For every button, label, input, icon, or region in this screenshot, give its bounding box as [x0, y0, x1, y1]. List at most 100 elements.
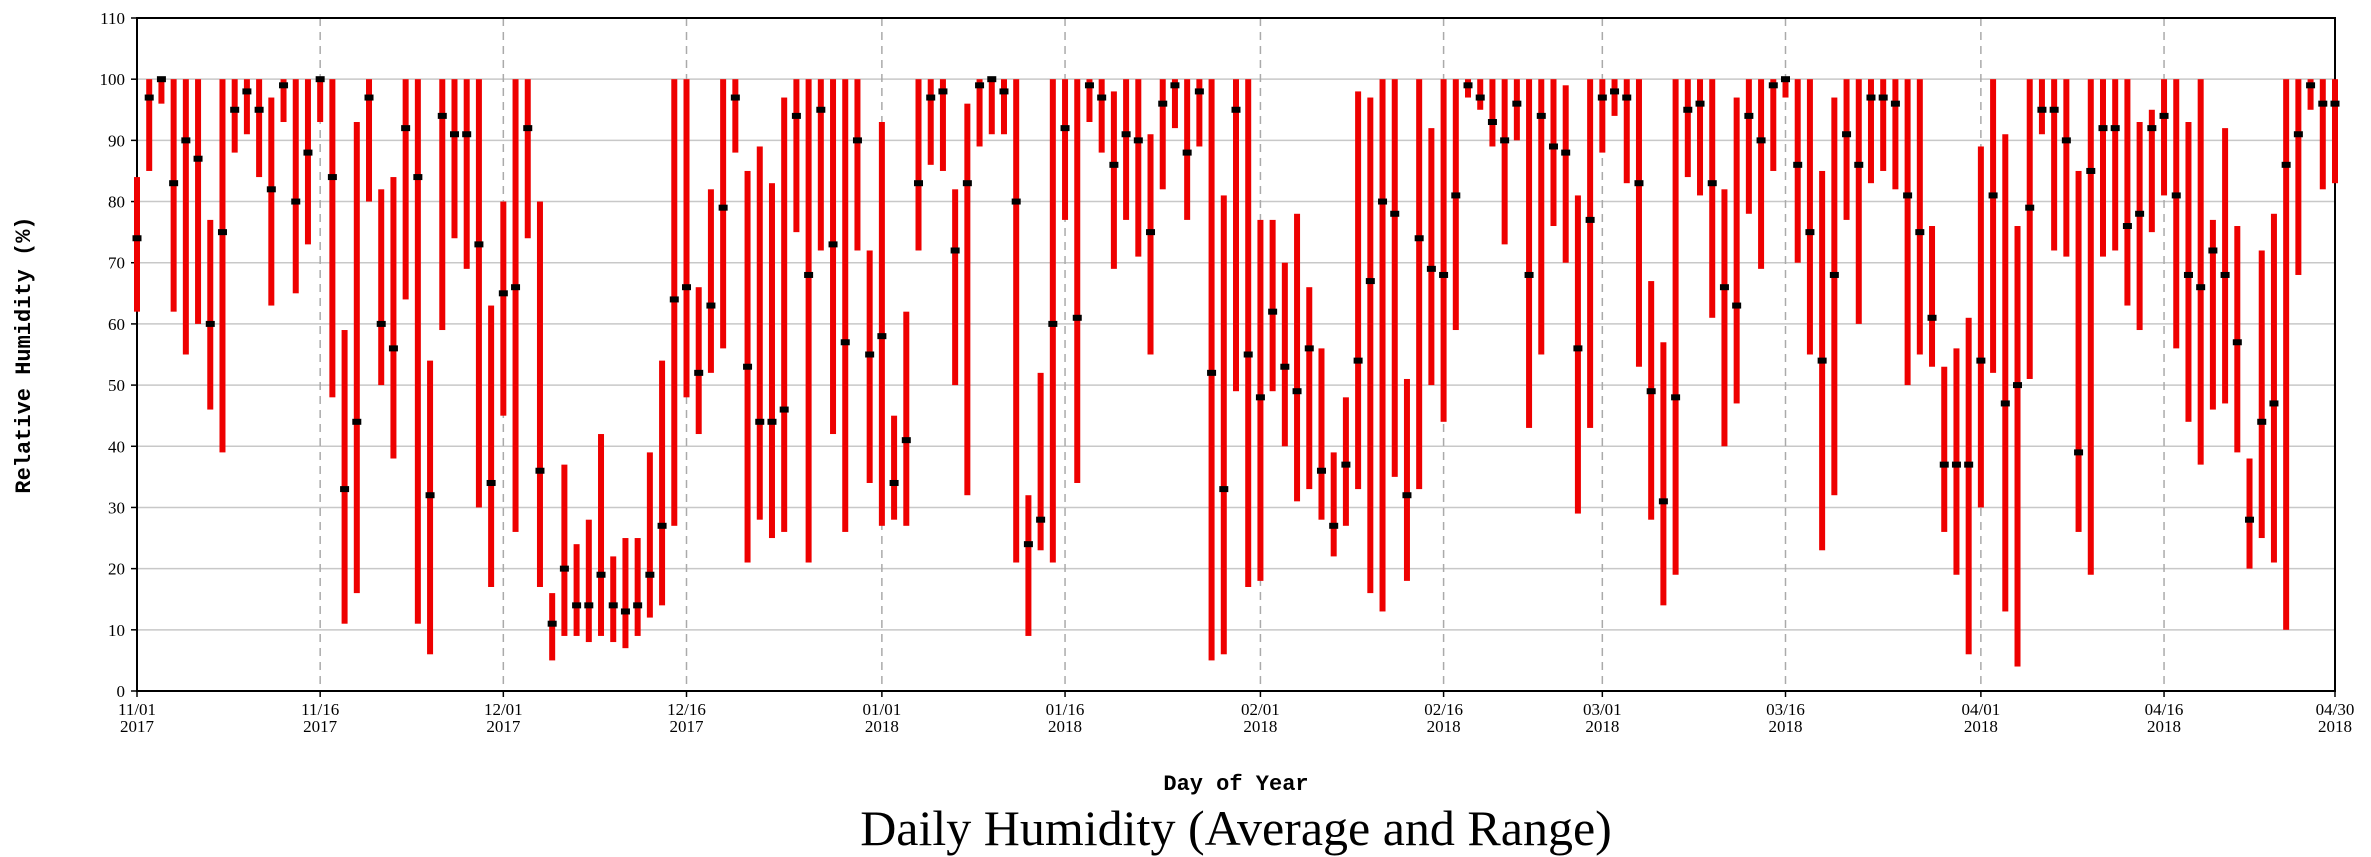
range-bar	[1806, 79, 1813, 355]
range-bar	[1550, 79, 1557, 227]
average-marker	[1927, 314, 1937, 321]
range-bar	[329, 79, 336, 398]
average-marker	[657, 522, 667, 529]
average-marker	[2306, 82, 2316, 89]
range-bar	[1599, 79, 1606, 153]
average-marker	[352, 418, 362, 425]
average-marker	[840, 339, 850, 346]
average-marker	[1561, 149, 1571, 156]
average-marker	[1964, 461, 1974, 468]
x-tick-label: 02/01	[1241, 700, 1280, 719]
range-bar	[2319, 79, 2326, 190]
average-marker	[1951, 461, 1961, 468]
range-bar	[1587, 79, 1594, 428]
average-marker	[1133, 137, 1143, 144]
average-marker	[2232, 339, 2242, 346]
range-bar	[463, 79, 470, 269]
x-tick-label: 2017	[486, 717, 521, 736]
range-bar	[671, 79, 678, 526]
average-marker	[2013, 382, 2023, 389]
range-bar	[1623, 79, 1630, 184]
average-marker	[1268, 308, 1278, 315]
range-bar	[1233, 79, 1239, 392]
average-marker	[2269, 400, 2279, 407]
average-marker	[2025, 204, 2035, 211]
range-bar	[720, 79, 727, 349]
range-bar	[1135, 79, 1142, 257]
average-marker	[718, 204, 728, 211]
range-bar	[1379, 79, 1386, 612]
average-marker	[1439, 271, 1449, 278]
range-bar	[427, 360, 434, 655]
range-bar	[1074, 79, 1081, 483]
range-bar	[1489, 79, 1496, 147]
range-bar	[585, 519, 592, 643]
average-marker	[181, 137, 191, 144]
average-marker	[1793, 161, 1803, 168]
average-marker	[1426, 265, 1436, 272]
range-bar	[1867, 79, 1874, 184]
range-bar	[1269, 219, 1276, 392]
x-tick-label: 04/01	[1962, 700, 2001, 719]
average-marker	[682, 284, 691, 291]
range-bar	[1465, 79, 1472, 98]
average-marker	[449, 131, 459, 138]
average-marker	[1903, 192, 1913, 199]
x-tick-label: 2017	[303, 717, 338, 736]
average-marker	[2318, 100, 2328, 107]
range-bar	[2112, 79, 2119, 251]
x-tick-label: 2018	[1769, 717, 1803, 736]
range-bar	[646, 452, 653, 618]
range-bar	[1428, 128, 1435, 386]
y-axis-label: Relative Humidity (%)	[12, 216, 37, 493]
average-marker	[791, 112, 801, 119]
average-marker	[987, 76, 997, 83]
range-bar	[952, 189, 959, 386]
average-marker	[1097, 94, 1107, 101]
average-marker	[743, 363, 753, 370]
average-marker	[852, 137, 862, 144]
x-tick-label: 04/16	[2145, 700, 2184, 719]
average-marker	[498, 290, 508, 297]
average-marker	[1805, 229, 1815, 236]
range-bar	[695, 287, 702, 435]
average-marker	[2330, 100, 2340, 107]
range-bar	[1440, 79, 1447, 422]
range-bar	[1013, 79, 1020, 563]
average-marker	[694, 369, 704, 376]
range-bar	[1367, 97, 1374, 594]
average-marker	[2037, 106, 2047, 113]
average-marker	[608, 602, 618, 609]
y-tick-label: 40	[108, 437, 125, 456]
average-marker	[1329, 522, 1339, 529]
average-marker	[828, 241, 838, 248]
average-marker	[1109, 161, 1119, 168]
range-bar	[2099, 79, 2106, 257]
range-bar	[1049, 79, 1056, 563]
average-marker	[291, 198, 301, 205]
average-marker	[730, 94, 740, 101]
average-marker	[193, 155, 203, 162]
range-bar	[1929, 226, 1936, 367]
y-tick-label: 110	[100, 9, 125, 28]
range-bar	[1697, 79, 1704, 196]
range-bar	[1403, 378, 1410, 581]
range-bar	[1855, 79, 1862, 324]
average-marker	[1744, 112, 1754, 119]
average-marker	[1915, 229, 1925, 236]
range-bar	[854, 79, 861, 251]
range-bar	[683, 79, 690, 398]
average-marker	[645, 571, 655, 578]
range-bar	[2307, 79, 2314, 110]
range-bar	[573, 544, 580, 636]
range-bar	[1342, 397, 1349, 526]
range-bar	[353, 122, 360, 594]
range-bar	[1574, 195, 1581, 514]
average-marker	[1695, 100, 1705, 107]
range-bar	[1843, 79, 1850, 220]
range-bar	[2063, 79, 2070, 257]
range-bar	[2185, 122, 2192, 422]
range-bar	[1904, 79, 1911, 386]
range-bar	[707, 189, 714, 373]
